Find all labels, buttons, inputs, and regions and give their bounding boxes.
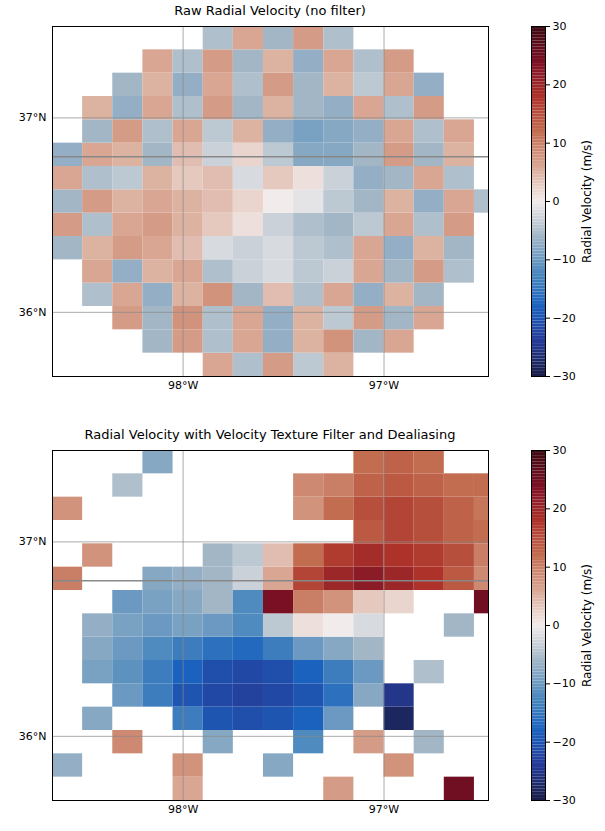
svg-text:97°W: 97°W <box>369 803 399 816</box>
svg-text:−30: −30 <box>553 370 576 383</box>
svg-text:10: 10 <box>553 137 567 150</box>
svg-text:20: 20 <box>553 502 567 515</box>
svg-text:37°N: 37°N <box>19 111 47 124</box>
svg-text:0: 0 <box>553 195 560 208</box>
svg-text:−20: −20 <box>553 312 576 325</box>
svg-text:Radial Velocity (m/s): Radial Velocity (m/s) <box>580 564 594 687</box>
svg-text:−20: −20 <box>553 736 576 749</box>
svg-text:36°N: 36°N <box>19 306 47 319</box>
svg-text:36°N: 36°N <box>19 730 47 743</box>
svg-text:37°N: 37°N <box>19 535 47 548</box>
svg-text:−10: −10 <box>553 677 576 690</box>
svg-text:98°W: 98°W <box>168 379 198 392</box>
svg-text:30: 30 <box>553 20 567 33</box>
svg-text:97°W: 97°W <box>369 379 399 392</box>
svg-text:−10: −10 <box>553 253 576 266</box>
svg-text:0: 0 <box>553 619 560 632</box>
svg-text:Radial Velocity (m/s): Radial Velocity (m/s) <box>580 140 594 263</box>
html-text:Raw Radial Velocity (no filter: Raw Radial Velocity (no filter) <box>174 3 366 18</box>
svg-text:30: 30 <box>553 444 567 457</box>
html-text:Radial Velocity with Velocity: Radial Velocity with Velocity Texture Fi… <box>84 427 456 442</box>
svg-text:98°W: 98°W <box>168 803 198 816</box>
svg-text:−30: −30 <box>553 794 576 807</box>
svg-text:10: 10 <box>553 561 567 574</box>
svg-text:20: 20 <box>553 78 567 91</box>
